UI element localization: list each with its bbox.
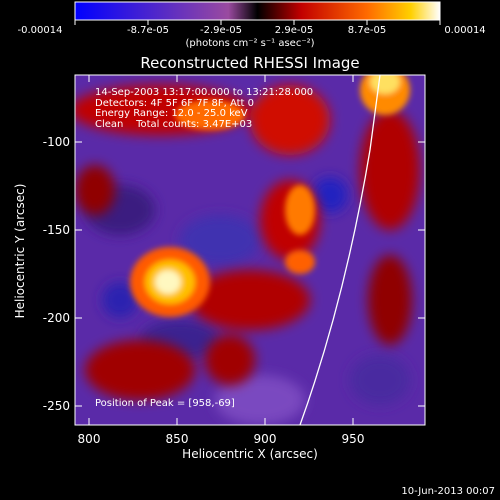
x-tick: 850	[165, 432, 189, 446]
colorbar	[74, 1, 441, 25]
y-tick: -200	[42, 311, 70, 325]
x-tick: 900	[253, 432, 277, 446]
colorbar-tick: 2.9e-05	[274, 25, 314, 36]
plot-title: Reconstructed RHESSI Image	[140, 54, 360, 72]
y-tick: -250	[42, 399, 70, 413]
y-tick: -150	[42, 223, 70, 237]
detectors: Detectors: 4F 5F 6F 7F 8F, Att 0	[95, 97, 255, 109]
clean-counts: Clean Total counts: 3.47E+03	[95, 118, 253, 130]
colorbar-tick: -2.9e-05	[200, 25, 242, 36]
colorbar-tick: 0.00014	[444, 25, 486, 36]
colorbar-unit: (photons cm⁻² s⁻¹ asec⁻²)	[185, 38, 315, 49]
observation-annotation: 14-Sep-2003 13:17:00.000 to 13:21:28.000…	[95, 87, 314, 130]
timestamp: 10-Jun-2013 00:07	[401, 486, 495, 497]
colorbar-tick: 8.7e-05	[347, 25, 387, 36]
x-tick: 800	[77, 432, 101, 446]
colorbar-tick: -0.00014	[17, 25, 63, 36]
energy-range: Energy Range: 12.0 - 25.0 keV	[95, 108, 248, 119]
x-axis-label: Heliocentric X (arcsec)	[182, 447, 318, 461]
colorbar-tick: -8.7e-05	[127, 25, 169, 36]
peak-position: Position of Peak = [958,-69]	[95, 398, 235, 409]
colorbar-ticks: -0.00014 -8.7e-05 -2.9e-05 2.9e-05 8.7e-…	[0, 25, 500, 37]
y-tick: -100	[42, 135, 70, 149]
y-axis-label: Heliocentric Y (arcsec)	[13, 183, 27, 319]
time-range: 14-Sep-2003 13:17:00.000 to 13:21:28.000	[95, 87, 314, 98]
x-tick: 950	[341, 432, 365, 446]
